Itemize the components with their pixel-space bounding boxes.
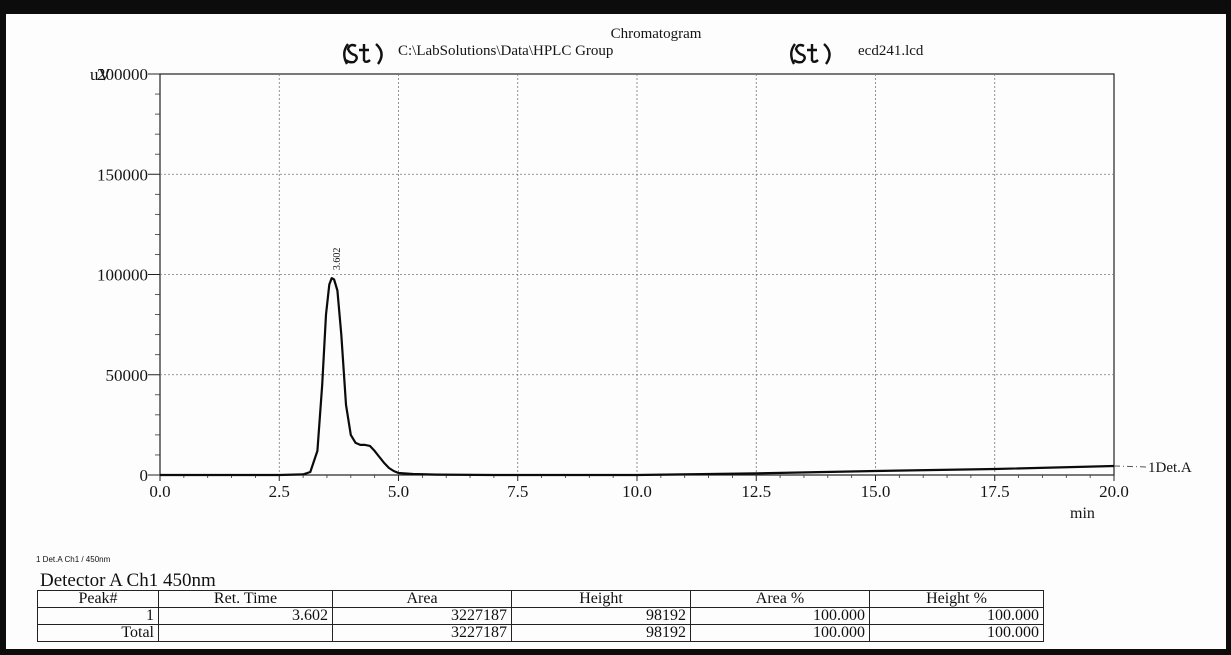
table-row-total: Total 3227187 98192 100.000 100.000 <box>37 624 1044 642</box>
cell-peak: Total <box>37 624 159 642</box>
cell-peak: 1 <box>37 607 159 625</box>
grid-lines <box>160 74 1114 475</box>
handwritten-mark-left <box>343 43 383 65</box>
y-tick-label: 200000 <box>97 65 148 84</box>
x-tick-label: 17.5 <box>980 482 1010 501</box>
col-area-pct: Area % <box>690 590 870 608</box>
x-tick-label: 15.0 <box>861 482 891 501</box>
trace-line <box>160 277 1115 477</box>
x-tick-label: 12.5 <box>741 482 771 501</box>
cell-area: 3227187 <box>332 607 512 625</box>
y-tick-label: 50000 <box>106 366 149 385</box>
chart-title: Chromatogram <box>611 26 702 42</box>
peak-label: 3.602 <box>332 248 343 271</box>
x-axis: 0.0 2.5 5.0 7.5 10.0 12.5 15.0 17.5 20.0 <box>149 475 1129 501</box>
x-axis-label: min <box>1070 505 1095 522</box>
table-row: 1 3.602 3227187 98192 100.000 100.000 <box>37 607 1044 625</box>
cell-area-pct: 100.000 <box>690 624 870 642</box>
y-tick-label: 100000 <box>97 266 148 285</box>
data-path: C:\LabSolutions\Data\HPLC Group <box>398 43 613 59</box>
x-tick-label: 0.0 <box>149 482 170 501</box>
y-axis: 0 50000 100000 150000 200000 <box>97 65 160 485</box>
trace-label: 1Det.A <box>1148 460 1192 476</box>
cell-ret-time <box>158 624 333 642</box>
x-tick-label: 5.0 <box>388 482 409 501</box>
detector-title: Detector A Ch1 450nm <box>40 570 216 591</box>
peak-labels: 3.602 <box>332 248 343 271</box>
cell-area-pct: 100.000 <box>690 607 870 625</box>
cell-height: 98192 <box>511 607 691 625</box>
handwritten-mark-right <box>790 43 831 65</box>
peak-table: Peak# Ret. Time Area Height Area % Heigh… <box>37 590 1044 642</box>
cell-area: 3227187 <box>332 624 512 642</box>
cell-height-pct: 100.000 <box>869 607 1044 625</box>
col-height-pct: Height % <box>869 590 1044 608</box>
peak-table-header: Peak# Ret. Time Area Height Area % Heigh… <box>37 590 1044 608</box>
y-tick-label: 150000 <box>97 165 148 184</box>
x-tick-label: 7.5 <box>507 482 528 501</box>
minor-ticks <box>155 93 1091 478</box>
y-axis-label: uV <box>90 65 112 84</box>
cell-height: 98192 <box>511 624 691 642</box>
x-tick-label: 10.0 <box>622 482 652 501</box>
col-height: Height <box>511 590 691 608</box>
col-peak: Peak# <box>37 590 159 608</box>
cell-height-pct: 100.000 <box>869 624 1044 642</box>
trace-extension <box>1113 465 1147 468</box>
data-file: ecd241.lcd <box>858 43 924 59</box>
legend-note: 1 Det.A Ch1 / 450nm <box>36 555 111 564</box>
x-tick-label: 20.0 <box>1099 482 1129 501</box>
x-tick-label: 2.5 <box>269 482 290 501</box>
col-ret-time: Ret. Time <box>158 590 333 608</box>
col-area: Area <box>332 590 512 608</box>
cell-ret-time: 3.602 <box>158 607 333 625</box>
y-tick-label: 0 <box>140 466 149 485</box>
